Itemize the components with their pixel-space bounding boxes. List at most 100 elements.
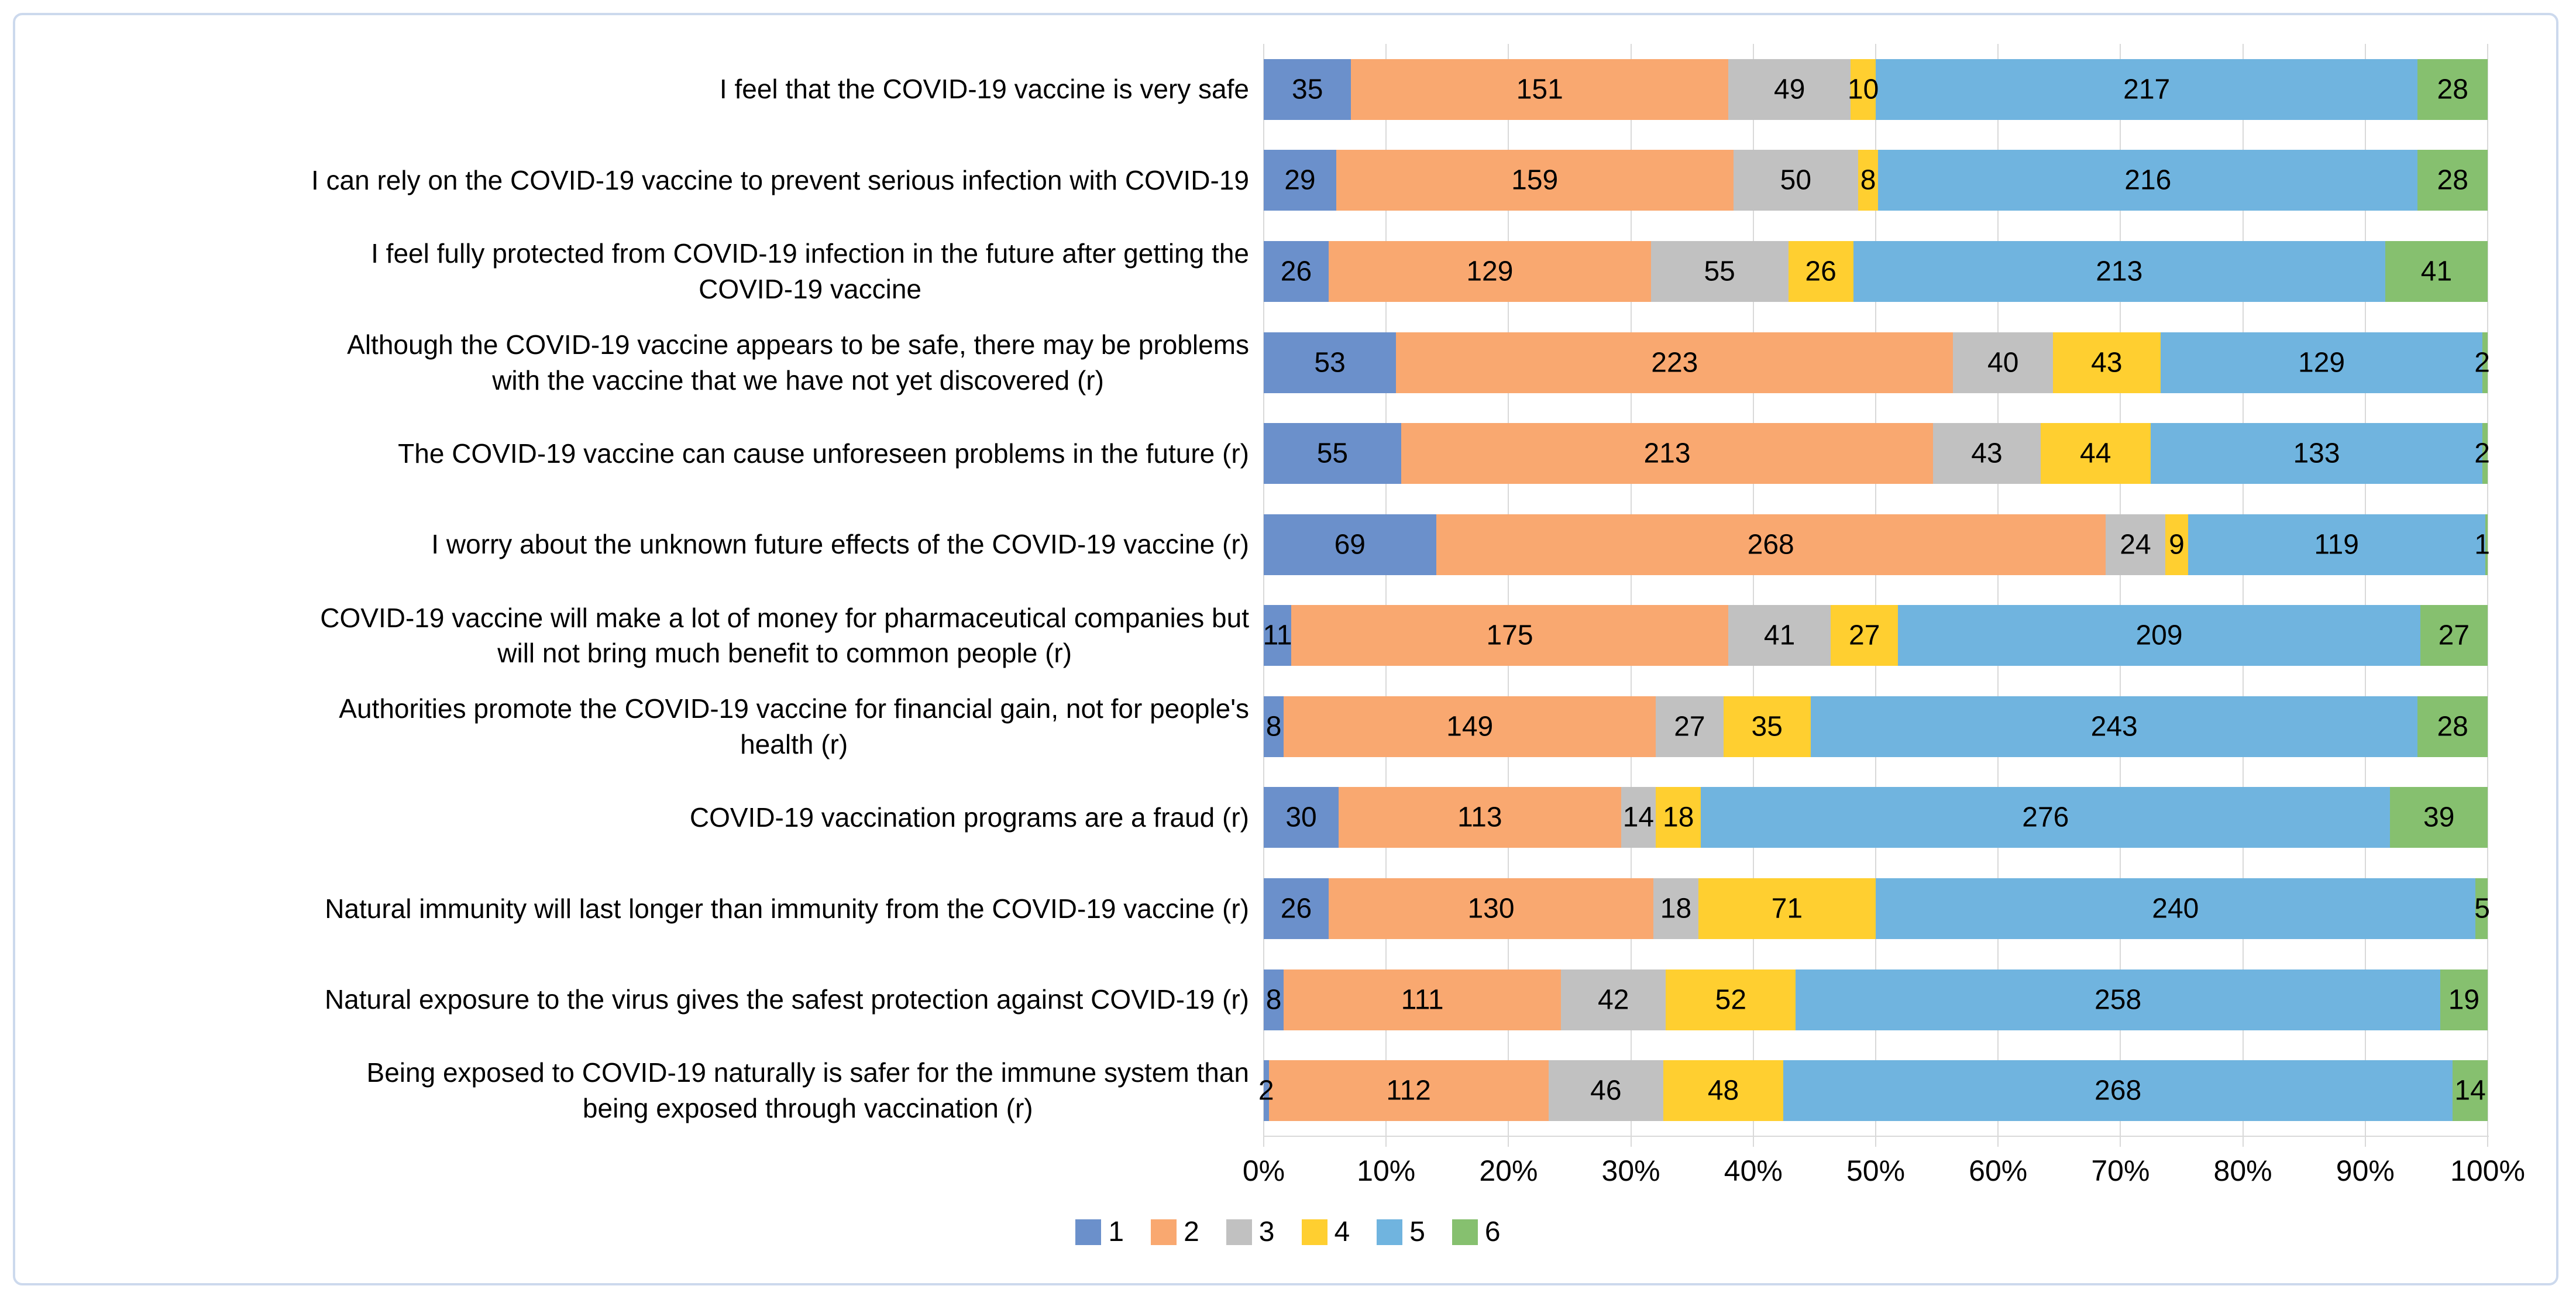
segment-value-label: 217 — [2123, 74, 2171, 105]
x-axis-tick — [2487, 1136, 2488, 1147]
bar-segment-cat1: 69 — [1264, 514, 1436, 575]
row-label-cell: COVID-19 vaccination programs are a frau… — [41, 772, 1249, 864]
gridline — [2242, 44, 2244, 1136]
bar-segment-cat6: 28 — [2417, 59, 2488, 120]
segment-value-label: 159 — [1511, 164, 1559, 196]
segment-value-label: 26 — [1280, 893, 1312, 924]
gridline — [1630, 44, 1632, 1136]
segment-value-label: 48 — [1707, 1075, 1739, 1106]
row-label: Although the COVID-19 vaccine appears to… — [347, 329, 1249, 396]
segment-value-label: 29 — [1284, 164, 1316, 196]
legend-swatch-icon — [1301, 1219, 1327, 1245]
bar-row: COVID-19 vaccine will make a lot of mone… — [0, 590, 2576, 682]
bar-segment-cat5: 213 — [1853, 240, 2385, 302]
row-label-cell: I feel fully protected from COVID-19 inf… — [41, 226, 1249, 317]
segment-value-label: 8 — [1265, 984, 1282, 1016]
bar-row: Authorities promote the COVID-19 vaccine… — [0, 681, 2576, 772]
segment-value-label: 43 — [2091, 347, 2123, 379]
plot-gridlines — [1263, 44, 2488, 1136]
legend-item-1: 1 — [1075, 1218, 1124, 1246]
segment-value-label: 55 — [1704, 256, 1735, 287]
x-axis-tick — [1875, 1136, 1876, 1147]
stacked-bar: 35 151 49 10 217 28 — [1264, 59, 2488, 120]
x-axis-label: 30% — [1601, 1154, 1660, 1187]
bar-segment-cat4: 35 — [1723, 696, 1811, 757]
x-axis-label: 90% — [2336, 1154, 2395, 1187]
segment-value-label: 26 — [1805, 256, 1836, 287]
segment-value-label: 268 — [2094, 1075, 2142, 1106]
gridline — [1508, 44, 1509, 1136]
bar-segment-cat2: 112 — [1268, 1060, 1549, 1122]
segment-value-label: 2 — [1258, 1075, 1274, 1106]
x-axis-label: 100% — [2450, 1154, 2525, 1187]
segment-value-label: 28 — [2437, 74, 2468, 105]
legend-label: 3 — [1258, 1216, 1275, 1247]
segment-value-label: 40 — [1987, 347, 2019, 379]
segment-value-label: 41 — [1763, 620, 1796, 651]
segment-value-label: 119 — [2314, 529, 2359, 561]
row-label-cell: Being exposed to COVID-19 naturally is s… — [41, 1045, 1249, 1136]
segment-value-label: 112 — [1386, 1075, 1431, 1106]
segment-value-label: 49 — [1773, 74, 1805, 105]
bar-row: I can rely on the COVID-19 vaccine to pr… — [0, 135, 2576, 226]
legend-label: 1 — [1108, 1216, 1124, 1247]
x-axis-tick — [2364, 1136, 2366, 1147]
bar-segment-cat2: 159 — [1336, 150, 1734, 211]
stacked-bar: 26 129 55 26 213 41 — [1264, 240, 2488, 302]
bar-segment-cat5: 240 — [1875, 878, 2475, 940]
plot-area: I feel that the COVID-19 vaccine is very… — [0, 44, 2576, 1136]
bar-row: I worry about the unknown future effects… — [0, 499, 2576, 590]
segment-value-label: 213 — [2096, 256, 2143, 287]
x-axis-label: 80% — [2213, 1154, 2272, 1187]
bar-segment-cat6: 14 — [2453, 1060, 2488, 1122]
bar-segment-cat3: 55 — [1650, 240, 1789, 302]
segment-value-label: 53 — [1314, 347, 1346, 379]
gridline — [1997, 44, 1999, 1136]
bar-segment-cat3: 40 — [1953, 332, 2054, 393]
bar-segment-cat1: 26 — [1264, 240, 1329, 302]
bar-segment-cat6: 41 — [2385, 240, 2488, 302]
bar-segment-cat4: 43 — [2053, 332, 2161, 393]
row-label: I can rely on the COVID-19 vaccine to pr… — [311, 165, 1249, 195]
segment-value-label: 209 — [2135, 620, 2183, 651]
segment-value-label: 9 — [2169, 529, 2185, 561]
segment-value-label: 1 — [2474, 529, 2490, 561]
stacked-bar: 2 112 46 48 268 14 — [1258, 1060, 2488, 1122]
bar-segment-cat5: 243 — [1810, 696, 2418, 757]
row-label-cell: I can rely on the COVID-19 vaccine to pr… — [41, 135, 1249, 226]
segment-value-label: 133 — [2293, 438, 2340, 469]
bar-segment-cat1: 2 — [1258, 1060, 1274, 1122]
stacked-bar: 11 175 41 27 209 27 — [1263, 605, 2488, 666]
segment-value-label: 258 — [2094, 984, 2142, 1016]
segment-value-label: 69 — [1334, 529, 1366, 561]
segment-value-label: 52 — [1715, 984, 1747, 1016]
bar-segment-cat3: 42 — [1561, 969, 1666, 1030]
segment-value-label: 43 — [1971, 438, 2003, 469]
gridline — [1752, 44, 1754, 1136]
row-label-cell: Authorities promote the COVID-19 vaccine… — [41, 681, 1249, 772]
segment-value-label: 130 — [1467, 893, 1515, 924]
bar-segment-cat4: 10 — [1848, 59, 1879, 120]
bar-row: COVID-19 vaccination programs are a frau… — [0, 772, 2576, 864]
bar-segment-cat6: 39 — [2390, 787, 2488, 848]
segment-value-label: 35 — [1751, 711, 1783, 742]
segment-value-label: 39 — [2423, 802, 2455, 833]
bar-row: The COVID-19 vaccine can cause unforesee… — [0, 408, 2576, 499]
bar-row: Although the COVID-19 vaccine appears to… — [0, 317, 2576, 408]
legend: 1 2 3 4 5 6 — [0, 1218, 2576, 1246]
segment-value-label: 27 — [2438, 620, 2470, 651]
x-axis-label: 60% — [1969, 1154, 2028, 1187]
x-axis-tick — [2120, 1136, 2121, 1147]
segment-value-label: 2 — [2474, 347, 2490, 379]
row-label-cell: COVID-19 vaccine will make a lot of mone… — [41, 590, 1249, 682]
segment-value-label: 5 — [2474, 893, 2490, 924]
bar-segment-cat3: 50 — [1733, 150, 1859, 211]
segment-value-label: 111 — [1401, 984, 1444, 1016]
x-axis-tick — [1385, 1136, 1387, 1147]
bar-segment-cat3: 14 — [1621, 787, 1656, 848]
gridline — [1875, 44, 1876, 1136]
segment-value-label: 129 — [1466, 256, 1514, 287]
segment-value-label: 18 — [1663, 802, 1694, 833]
legend-label: 5 — [1409, 1216, 1425, 1247]
bar-segment-cat3: 49 — [1728, 59, 1851, 120]
